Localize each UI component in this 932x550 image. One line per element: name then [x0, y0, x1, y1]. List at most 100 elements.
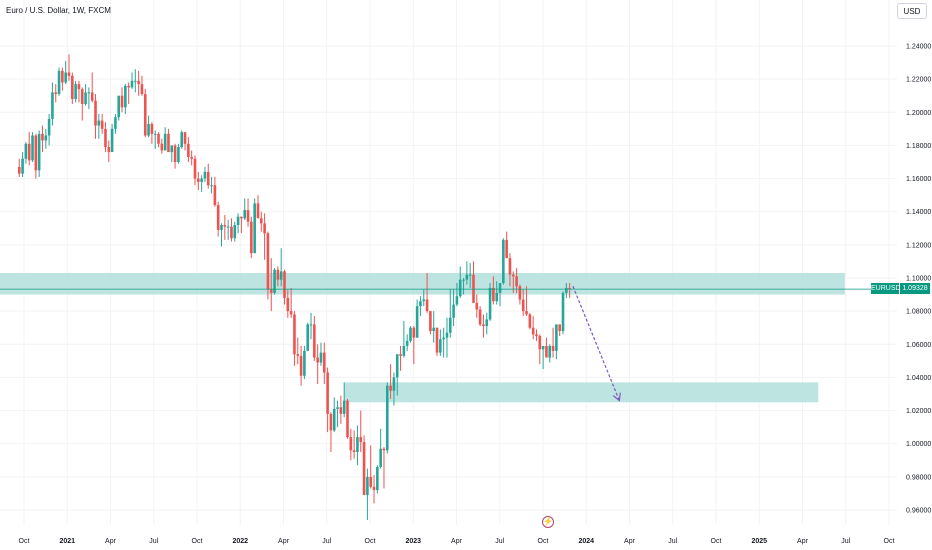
resistance-zone	[0, 273, 845, 295]
candle-body	[472, 274, 475, 303]
zones	[0, 273, 845, 403]
candle-body	[329, 413, 333, 431]
chart-title: Euro / U.S. Dollar, 1W, FXCM	[6, 6, 111, 15]
candle-body	[395, 354, 399, 378]
x-tick-label: Oct	[365, 538, 376, 545]
last-price-tag: 1.09328	[900, 283, 930, 294]
candle-body	[243, 210, 247, 219]
candle-body	[41, 133, 44, 141]
candle-body	[429, 311, 432, 332]
candle-body	[157, 133, 160, 144]
candle-body	[100, 120, 104, 129]
candle-body	[213, 185, 217, 206]
candle-body	[167, 133, 170, 153]
candle-body	[538, 336, 542, 350]
candle-body	[80, 89, 84, 104]
candle-body	[84, 92, 87, 104]
candle-body	[77, 84, 81, 90]
candle-body	[140, 84, 144, 95]
candle-body	[332, 408, 336, 431]
x-tick-label: Oct	[711, 538, 722, 545]
candle-body	[458, 279, 462, 297]
x-tick-label: Jul	[841, 538, 850, 545]
candle-body	[273, 269, 276, 293]
forecast-arrow	[572, 286, 621, 402]
candle-body	[263, 223, 266, 234]
time-axis[interactable]: Oct 2021 Apr Jul Oct 2022 Apr Jul Oct 2023 Apr Jul O…	[19, 538, 895, 545]
candle-body	[94, 100, 97, 126]
candle-body	[150, 123, 154, 134]
candle-body	[259, 218, 263, 224]
candle-body	[197, 178, 200, 182]
candle-body	[177, 147, 180, 162]
candle-body	[485, 319, 489, 327]
candle-body	[455, 296, 459, 305]
candle-body	[37, 133, 41, 171]
candle-body	[422, 299, 426, 302]
candle-body	[306, 324, 310, 351]
candle-body	[432, 327, 436, 332]
price-axis[interactable]: 1.24000 1.22000 1.20000 1.18000 1.16000 1.140…	[906, 44, 931, 515]
candle-body	[54, 92, 58, 95]
candle-body	[366, 476, 369, 496]
candle-body	[51, 92, 54, 119]
candle-body	[342, 400, 346, 414]
candle-body	[246, 210, 250, 222]
candle-body	[187, 143, 190, 158]
candle-body	[399, 354, 402, 356]
candle-body	[452, 304, 455, 318]
y-tick-label: 1.18000	[906, 143, 931, 150]
candle-body	[445, 332, 449, 338]
candle-body	[442, 337, 445, 340]
candle-body	[170, 145, 174, 153]
candle-body	[31, 135, 34, 161]
x-tick-label: Apr	[451, 538, 463, 545]
x-tick-label: Oct	[192, 538, 203, 545]
candle-body	[326, 372, 329, 414]
arrow-shaft	[572, 286, 620, 401]
candle-body	[137, 80, 140, 85]
candle-body	[518, 286, 522, 300]
candle-body	[223, 224, 227, 227]
candle-body	[200, 178, 203, 182]
currency-button[interactable]: USD	[897, 3, 927, 19]
candle-body	[21, 158, 24, 174]
candle-body	[269, 289, 273, 293]
candle-body	[482, 324, 485, 327]
candle-body	[415, 306, 419, 338]
x-tick-label: Jul	[668, 538, 677, 545]
symbol-tag: EURUSD	[871, 283, 901, 294]
candle-body	[551, 345, 555, 351]
candle-body	[74, 84, 77, 100]
candle-body	[505, 239, 508, 259]
candle-body	[525, 311, 528, 315]
candle-body	[528, 314, 532, 328]
candle-body	[478, 309, 482, 325]
candle-body	[114, 117, 117, 129]
candle-body	[27, 143, 31, 161]
candle-body	[193, 158, 197, 179]
candle-body	[67, 72, 71, 76]
x-tick-label: Jul	[149, 538, 158, 545]
x-tick-label: Oct	[19, 538, 30, 545]
candle-body	[226, 226, 230, 228]
candle-body	[250, 221, 253, 254]
x-tick-label: Jul	[322, 538, 331, 545]
candle-body	[110, 128, 114, 153]
x-tick-label: 2024	[578, 538, 594, 545]
candle-body	[313, 324, 316, 358]
candle-body	[488, 287, 492, 320]
lightning-icon[interactable]: ⚡	[542, 516, 554, 528]
candle-body	[369, 476, 373, 487]
y-tick-label: 1.16000	[906, 176, 931, 183]
candle-body	[545, 345, 548, 358]
candle-body	[173, 145, 177, 162]
candle-body	[535, 334, 538, 336]
candle-body	[276, 269, 280, 280]
y-tick-label: 0.96000	[906, 508, 931, 515]
candle-body	[475, 302, 479, 310]
candle-body	[336, 407, 339, 409]
candle-body	[419, 301, 422, 307]
candle-body	[256, 203, 260, 219]
